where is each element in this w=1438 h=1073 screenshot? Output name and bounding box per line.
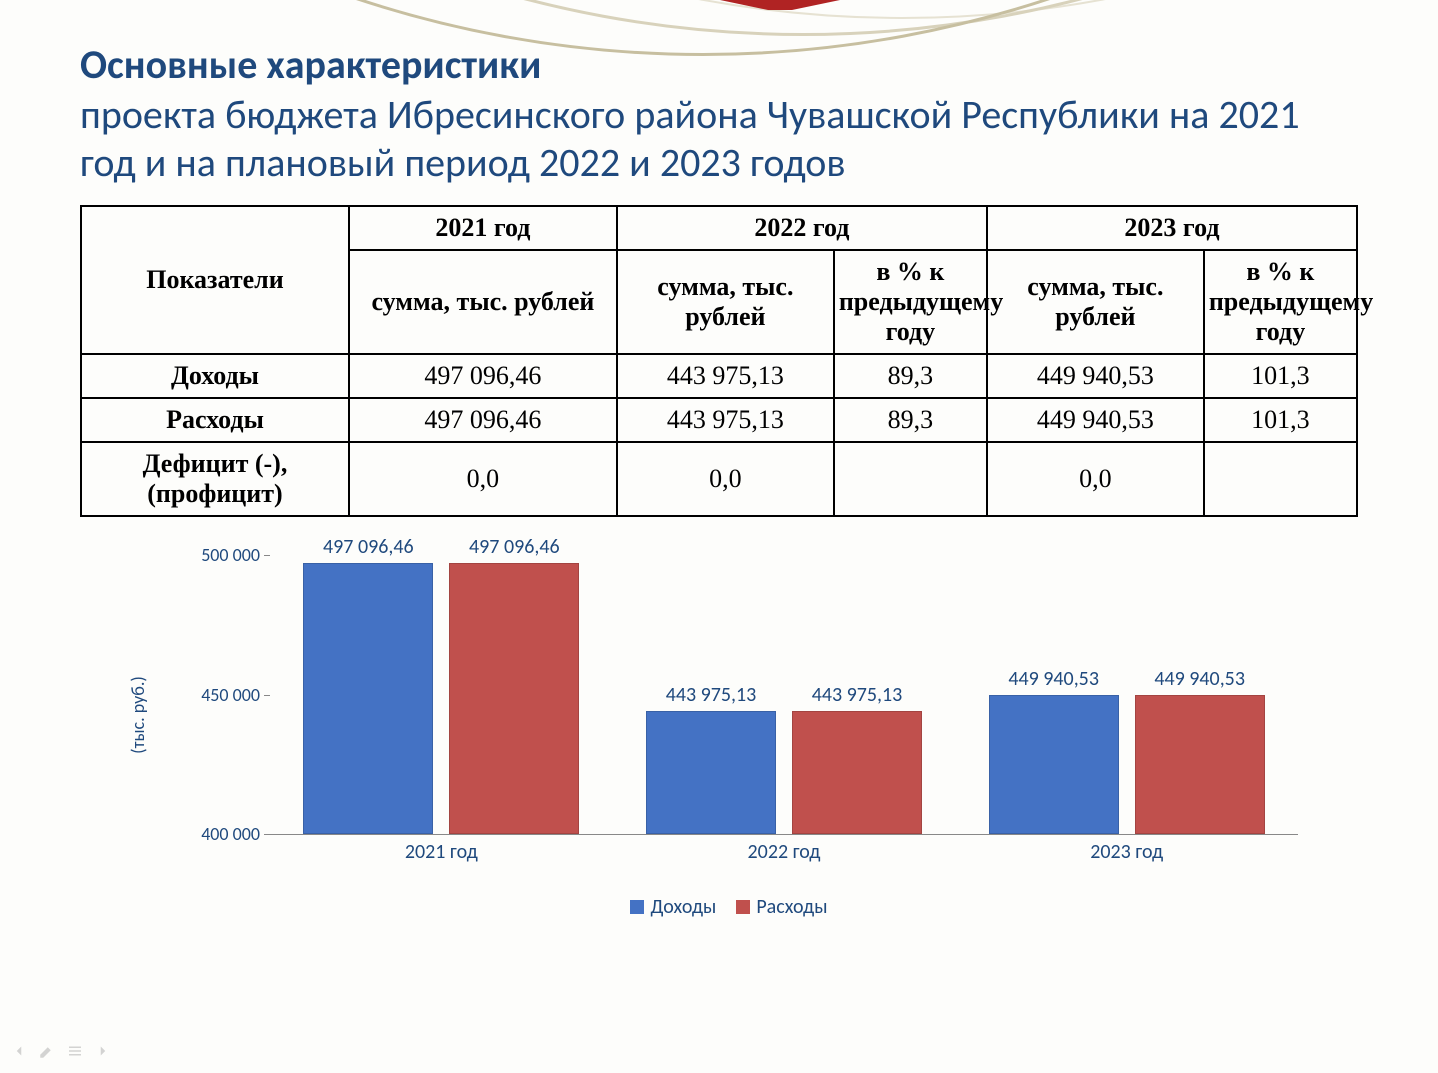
cell: 89,3 [834,354,987,398]
bar-value-label: 449 940,53 [1008,667,1099,691]
cell: 101,3 [1204,354,1357,398]
cell [834,442,987,516]
cell: 497 096,46 [349,354,617,398]
y-tick-label: 400 000 [180,823,260,845]
bar [989,695,1119,834]
row-label: Расходы [81,398,349,442]
bar [646,711,776,834]
legend-swatch [736,900,750,914]
sub-sum-2021: сумма, тыс. рублей [349,250,617,354]
cell: 0,0 [349,442,617,516]
bar [792,711,922,834]
cell: 101,3 [1204,398,1357,442]
cell: 449 940,53 [987,398,1204,442]
page-title-bold: Основные характеристики [80,40,1358,89]
bar-value-label: 449 940,53 [1154,667,1245,691]
budget-table: Показатели 2021 год 2022 год 2023 год су… [80,205,1358,517]
x-tick-label: 2022 год [748,840,821,864]
y-tick-label: 500 000 [180,544,260,566]
y-tick-mark [264,834,270,835]
sub-sum-2022: сумма, тыс. рублей [617,250,834,354]
table-row: Доходы 497 096,46 443 975,13 89,3 449 94… [81,354,1357,398]
x-tick-label: 2023 год [1090,840,1163,864]
cell: 443 975,13 [617,398,834,442]
chart-legend: Доходы Расходы [80,895,1358,919]
next-icon[interactable] [94,1042,112,1065]
col-2023: 2023 год [987,206,1357,250]
col-2021: 2021 год [349,206,617,250]
page-title-sub: проекта бюджета Ибресинского района Чува… [80,91,1358,187]
sub-pct-2023: в % к предыдущему году [1204,250,1357,354]
sub-pct-2022: в % к предыдущему году [834,250,987,354]
pen-icon[interactable] [38,1042,56,1065]
cell: 497 096,46 [349,398,617,442]
y-tick-mark [264,555,270,556]
plot-area: 400 000450 000500 000497 096,46497 096,4… [270,555,1298,835]
cell: 89,3 [834,398,987,442]
cell: 449 940,53 [987,354,1204,398]
cell [1204,442,1357,516]
x-tick-label: 2021 год [405,840,478,864]
cell: 0,0 [617,442,834,516]
table-row: Дефицит (-), (профицит) 0,0 0,0 0,0 [81,442,1357,516]
legend-label: Расходы [756,895,827,919]
col-2022: 2022 год [617,206,987,250]
cell: 443 975,13 [617,354,834,398]
y-tick-label: 450 000 [180,684,260,706]
col-indicators: Показатели [81,206,349,354]
menu-icon[interactable] [66,1042,84,1065]
row-label: Дефицит (-), (профицит) [81,442,349,516]
slide-toolbar [10,1042,112,1065]
legend-swatch [630,900,644,914]
y-tick-mark [264,695,270,696]
chart: (тыс. руб.) 400 000450 000500 000497 096… [80,545,1358,919]
bar [449,563,579,834]
y-axis-title: (тыс. руб.) [127,676,149,754]
sub-sum-2023: сумма, тыс. рублей [987,250,1204,354]
table-header-row: Показатели 2021 год 2022 год 2023 год [81,206,1357,250]
prev-icon[interactable] [10,1042,28,1065]
table-row: Расходы 497 096,46 443 975,13 89,3 449 9… [81,398,1357,442]
bar-value-label: 497 096,46 [323,535,414,559]
bar-value-label: 443 975,13 [666,683,757,707]
slide: Основные характеристики проекта бюджета … [0,0,1438,919]
bar [303,563,433,834]
cell: 0,0 [987,442,1204,516]
bar [1135,695,1265,834]
bar-value-label: 497 096,46 [469,535,560,559]
bar-value-label: 443 975,13 [812,683,903,707]
row-label: Доходы [81,354,349,398]
legend-label: Доходы [650,895,716,919]
